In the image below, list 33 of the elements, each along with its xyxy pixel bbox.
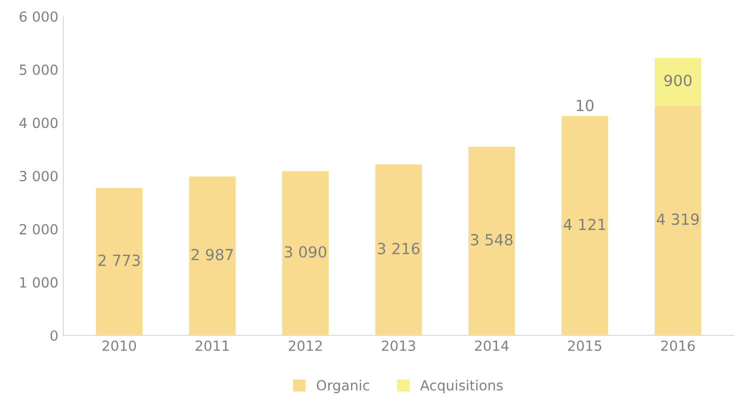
y-tick-label: 4 000: [19, 118, 58, 128]
bar: [96, 188, 142, 336]
y-tick-label: 5 000: [20, 64, 58, 76]
bar: [562, 116, 608, 336]
data-label: 10: [576, 100, 594, 112]
data-label: 2 773: [98, 254, 140, 266]
x-tick-label: 2012: [288, 340, 322, 351]
bar: [282, 171, 329, 336]
data-label: 4 121: [564, 218, 606, 230]
y-tick-label: 0: [50, 330, 58, 341]
y-tick-label: 2 000: [20, 224, 58, 235]
legend-label: Acquisitions: [420, 380, 503, 394]
data-label: 4 319: [656, 213, 699, 225]
y-tick-label: 6 000: [20, 11, 58, 22]
data-label: 3 548: [470, 234, 513, 246]
y-tick-label: 3 000: [20, 170, 58, 182]
bar: [468, 146, 515, 336]
data-label: 900: [664, 74, 692, 86]
x-tick-label: 2013: [382, 340, 416, 351]
bar: [654, 106, 702, 336]
x-tick-label: 2016: [661, 340, 695, 351]
bar: [654, 58, 702, 106]
y-tick-label: 1 000: [20, 277, 58, 288]
data-label: 3 090: [284, 246, 326, 258]
x-tick-label: 2015: [568, 340, 602, 351]
data-label: 2 987: [192, 248, 233, 260]
x-tick-label: 2010: [102, 340, 136, 351]
x-tick-label: 2011: [196, 340, 229, 351]
bar: [375, 164, 422, 336]
legend-label: Organic: [316, 380, 370, 394]
x-tick-label: 2014: [475, 340, 509, 351]
bar: [189, 176, 236, 336]
data-label: 3 216: [378, 242, 420, 254]
